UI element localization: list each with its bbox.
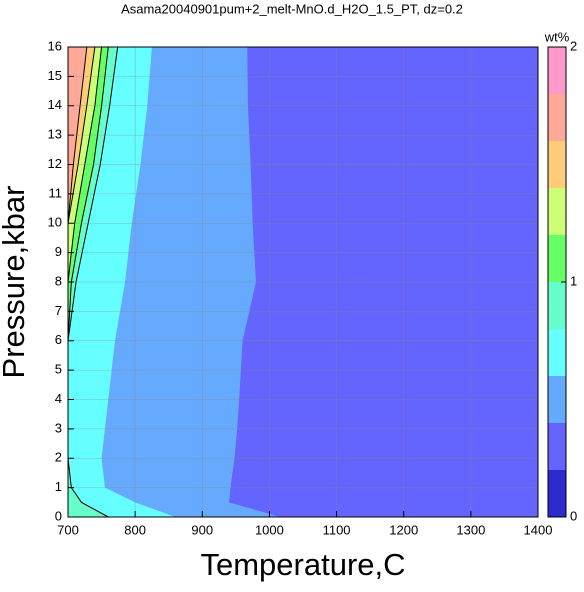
colorbar-band: [548, 188, 566, 235]
y-tick-label: 3: [55, 420, 62, 435]
y-axis-title: Pressure,kbar: [0, 186, 31, 379]
x-axis-title: Temperature,C: [200, 547, 405, 582]
colorbar-band: [548, 329, 566, 376]
colorbar-tick-label: 0: [570, 508, 577, 523]
y-tick-label: 15: [48, 68, 62, 83]
y-tick-label: 0: [55, 508, 62, 523]
y-tick-label: 2: [55, 450, 62, 465]
x-tick-label: 800: [124, 522, 146, 537]
colorbar-band: [548, 376, 566, 423]
y-tick-label: 5: [55, 362, 62, 377]
x-tick-label: 900: [191, 522, 213, 537]
y-tick-label: 7: [55, 303, 62, 318]
y-tick-label: 11: [49, 185, 63, 200]
chart-title: Asama20040901pum+2_melt-MnO.d_H2O_1.5_PT…: [121, 1, 463, 16]
y-tick-label: 13: [48, 127, 62, 142]
x-tick-label: 700: [57, 522, 79, 537]
y-tick-label: 10: [48, 215, 62, 230]
y-tick-label: 16: [48, 38, 62, 53]
y-tick-label: 6: [55, 332, 62, 347]
colorbar-title: wt%: [544, 29, 570, 44]
colorbar-band: [548, 94, 566, 141]
x-tick-label: 1300: [456, 522, 485, 537]
colorbar-band: [548, 470, 566, 517]
y-tick-label: 1: [55, 479, 62, 494]
colorbar-tick-label: 2: [570, 38, 577, 53]
y-tick-label: 14: [48, 97, 62, 112]
colorbar-band: [548, 47, 566, 94]
x-tick-label: 1200: [389, 522, 418, 537]
x-tick-label: 1400: [524, 522, 553, 537]
x-tick-label: 1100: [323, 522, 351, 537]
colorbar-band: [548, 423, 566, 470]
y-tick-label: 9: [55, 244, 62, 259]
y-tick-label: 4: [55, 391, 62, 406]
y-tick-label: 12: [48, 156, 62, 171]
colorbar-tick-label: 1: [570, 273, 577, 288]
y-tick-label: 8: [55, 273, 62, 288]
x-tick-label: 1000: [255, 522, 284, 537]
colorbar-band: [548, 235, 566, 282]
colorbar-band: [548, 141, 566, 188]
colorbar-band: [548, 282, 566, 329]
